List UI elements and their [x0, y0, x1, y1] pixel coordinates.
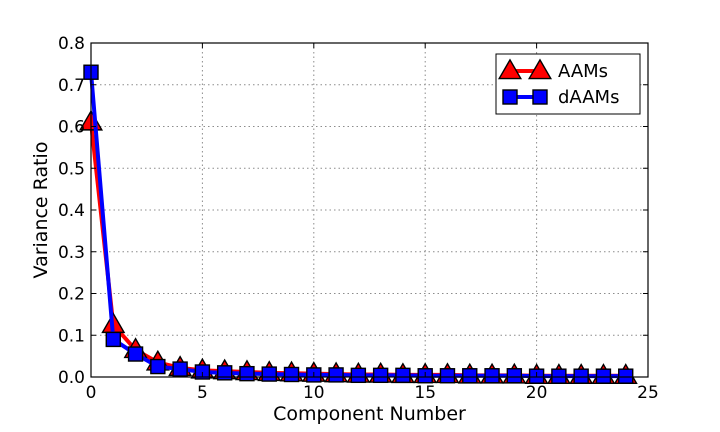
legend-marker-triangle: [527, 58, 553, 80]
series-line-daams: [89, 72, 626, 379]
y-tick-label: 0.7: [58, 76, 85, 96]
legend-label-daams: dAAMs: [558, 87, 619, 108]
data-point-daams: [595, 368, 612, 384]
data-point-daams: [573, 368, 589, 384]
data-point-daams: [551, 368, 567, 384]
series-aams: [78, 109, 638, 385]
legend-entry-daams: dAAMs: [502, 87, 619, 108]
y-tick-label: 0.1: [58, 326, 85, 346]
y-tick-label: 0.6: [58, 118, 85, 138]
data-point-daams: [484, 368, 500, 384]
data-point-daams: [618, 368, 634, 384]
legend-marker-square: [532, 89, 548, 105]
y-tick-label: 0.4: [58, 201, 85, 221]
legend-entry-aams: AAMs: [497, 58, 608, 82]
data-point-daams: [439, 368, 456, 384]
data-point-daams: [172, 361, 188, 377]
y-tick-label: 0.8: [58, 34, 85, 54]
y-tick-label: 0.2: [58, 285, 85, 305]
data-point-daams: [462, 368, 478, 384]
data-point-daams: [372, 367, 389, 384]
data-point-daams: [105, 331, 121, 348]
data-point-daams: [239, 365, 255, 382]
data-point-daams: [328, 367, 344, 383]
data-point-daams: [395, 367, 411, 384]
x-axis-label: Component Number: [273, 403, 466, 425]
legend-marker-triangle: [497, 58, 523, 80]
legend-marker-square: [502, 89, 518, 105]
data-point-daams: [350, 367, 367, 384]
y-tick-label: 0.5: [58, 159, 85, 179]
y-tick-label: 0.3: [58, 243, 85, 263]
x-tick-label: 10: [303, 383, 325, 403]
data-point-daams: [150, 358, 166, 375]
x-tick-label: 20: [526, 383, 548, 403]
x-tick-label: 25: [637, 383, 659, 403]
legend-label-aams: AAMs: [558, 61, 608, 82]
x-tick-label: 15: [414, 383, 436, 403]
data-point-daams: [194, 364, 211, 380]
series-line-aams: [89, 122, 626, 378]
legend-marker-aams: [497, 58, 553, 80]
y-axis-label: Variance Ratio: [30, 142, 52, 279]
data-point-daams: [283, 366, 300, 383]
legend-box: [495, 53, 641, 115]
x-tick-label: 5: [197, 383, 208, 403]
x-tick-label: 0: [86, 383, 97, 403]
data-point-daams: [261, 366, 277, 382]
legend: AAMs dAAMs: [495, 53, 641, 115]
data-point-daams: [216, 365, 233, 381]
data-point-daams: [506, 368, 523, 384]
legend-marker-daams: [502, 89, 548, 105]
axis-ticks: 0 5 10 15 20 25 0.0 0.1 0.2 0.3 0.4 0.5 0.6 0.7 0.8: [58, 34, 659, 403]
y-tick-label: 0.0: [58, 368, 85, 388]
data-point-daams: [127, 346, 144, 362]
